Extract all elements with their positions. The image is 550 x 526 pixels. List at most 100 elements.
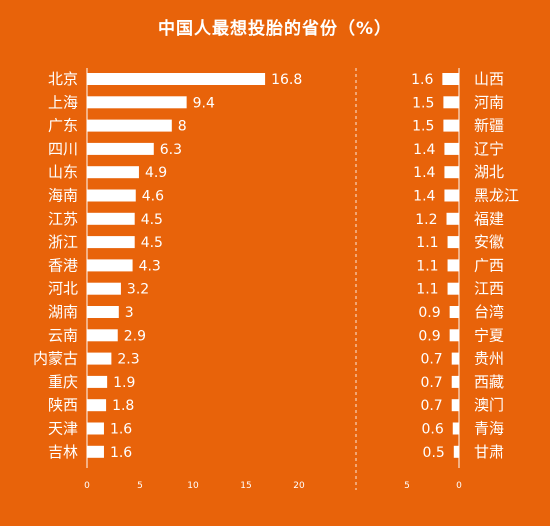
category-label-right-5: 黑龙江 [474,187,519,205]
category-label-right-15: 青海 [474,420,504,438]
bar-right-9 [447,282,459,295]
value-label-right-6: 1.2 [415,212,437,228]
bar-left-13 [87,375,108,388]
category-label-left-15: 天津 [48,420,78,438]
bar-left-11 [87,329,118,342]
bar-left-10 [87,306,119,318]
category-label-right-9: 江西 [474,280,504,298]
bar-right-7 [447,236,459,249]
chart-title: 中国人最想投胎的省份（%） [157,19,393,39]
bar-right-16 [453,445,459,458]
category-label-left-11: 云南 [48,326,78,344]
category-label-right-2: 新疆 [474,117,504,135]
category-label-right-8: 广西 [474,256,504,274]
value-label-right-3: 1.4 [413,142,435,158]
value-label-left-3: 6.3 [160,142,182,158]
x-tick-left-2: 10 [187,481,199,491]
x-tick-right-1: 0 [456,481,462,491]
category-label-left-9: 河北 [48,280,78,298]
value-label-left-7: 4.5 [141,235,163,251]
value-label-left-4: 4.9 [145,165,167,181]
x-tick-right-0: 5 [404,481,410,491]
category-label-left-16: 吉林 [48,443,78,461]
value-label-right-9: 1.1 [416,282,438,298]
value-label-left-11: 2.9 [124,328,146,344]
category-label-left-7: 浙江 [48,233,78,251]
bar-left-12 [87,352,112,365]
value-label-left-2: 8 [178,119,187,135]
category-label-right-6: 福建 [474,210,504,228]
value-label-left-8: 4.3 [139,258,161,274]
category-label-left-8: 香港 [48,256,78,274]
value-label-right-4: 1.4 [413,165,435,181]
category-label-left-4: 山东 [48,163,78,181]
bar-left-0 [87,73,266,85]
bar-left-1 [87,96,187,109]
bar-right-14 [451,399,459,412]
bar-right-0 [442,73,459,85]
category-label-left-10: 湖南 [48,303,78,321]
category-label-right-0: 山西 [474,70,504,88]
bar-left-8 [87,259,133,272]
value-label-left-14: 1.8 [112,398,134,414]
category-label-right-11: 宁夏 [474,326,504,344]
bar-right-1 [443,96,459,109]
bar-right-3 [444,142,459,155]
category-label-right-7: 安徽 [474,233,504,251]
bar-right-2 [443,119,459,132]
value-label-left-5: 4.6 [142,189,164,205]
bar-right-5 [444,189,459,202]
value-label-right-16: 0.5 [423,445,445,461]
bar-left-5 [87,189,136,202]
value-label-left-9: 3.2 [127,282,149,298]
x-tick-left-1: 5 [137,481,143,491]
value-label-left-10: 3 [125,305,134,321]
bar-left-7 [87,236,135,249]
value-label-right-15: 0.6 [421,422,443,438]
category-label-right-4: 湖北 [474,163,504,181]
value-label-left-15: 1.6 [110,422,132,438]
x-tick-left-3: 15 [240,481,251,491]
category-label-right-10: 台湾 [474,303,504,321]
bar-right-12 [451,352,459,365]
value-label-left-1: 9.4 [193,95,215,111]
value-label-right-1: 1.5 [412,95,434,111]
bar-right-11 [449,329,459,342]
value-label-left-13: 1.9 [113,375,135,391]
value-label-right-13: 0.7 [420,375,442,391]
bar-left-15 [87,422,104,435]
bar-left-16 [87,445,104,458]
bar-left-6 [87,212,135,225]
category-label-left-2: 广东 [48,117,78,135]
value-label-right-8: 1.1 [416,258,438,274]
value-label-right-10: 0.9 [418,305,440,321]
bar-right-10 [449,306,459,318]
bar-right-4 [444,166,459,179]
value-label-right-11: 0.9 [418,328,440,344]
bar-right-15 [452,422,459,435]
category-label-right-13: 西藏 [474,373,504,391]
category-label-right-16: 甘肃 [474,443,504,461]
bar-right-8 [447,259,459,272]
value-label-right-7: 1.1 [416,235,438,251]
category-label-left-0: 北京 [48,70,78,88]
value-label-left-6: 4.5 [141,212,163,228]
value-label-right-2: 1.5 [412,119,434,135]
category-label-left-14: 陕西 [48,396,78,414]
bar-right-6 [446,212,459,225]
value-label-right-12: 0.7 [420,352,442,368]
value-label-right-0: 1.6 [411,72,433,88]
bar-left-2 [87,119,172,132]
bar-left-3 [87,142,154,155]
category-label-right-14: 澳门 [474,396,504,414]
category-label-right-1: 河南 [474,93,504,111]
value-label-right-14: 0.7 [420,398,442,414]
bar-left-4 [87,166,139,179]
category-label-left-6: 江苏 [48,210,78,228]
x-tick-left-0: 0 [84,481,90,491]
bar-right-13 [451,375,459,388]
category-label-right-3: 辽宁 [474,140,504,158]
bar-left-14 [87,399,107,412]
